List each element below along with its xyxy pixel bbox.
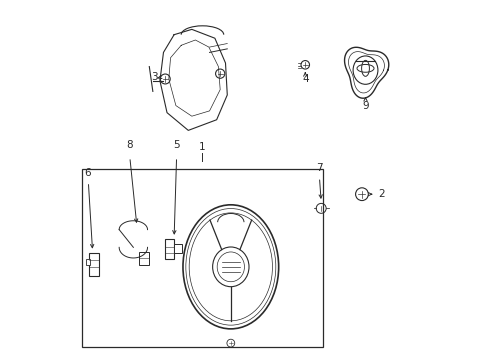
Text: 3: 3 [151, 72, 158, 82]
Text: 9: 9 [362, 100, 369, 111]
Text: 1: 1 [199, 141, 206, 152]
Text: 6: 6 [84, 168, 91, 178]
Bar [139, 252, 148, 265]
Bar [165, 239, 174, 259]
Bar [89, 253, 99, 276]
Bar [82, 169, 323, 347]
Bar [86, 259, 90, 265]
Text: 5: 5 [173, 140, 180, 149]
Text: 4: 4 [302, 74, 309, 84]
Text: 7: 7 [316, 163, 323, 172]
Text: 2: 2 [378, 189, 385, 199]
Bar [174, 244, 182, 253]
Text: 8: 8 [126, 140, 133, 149]
